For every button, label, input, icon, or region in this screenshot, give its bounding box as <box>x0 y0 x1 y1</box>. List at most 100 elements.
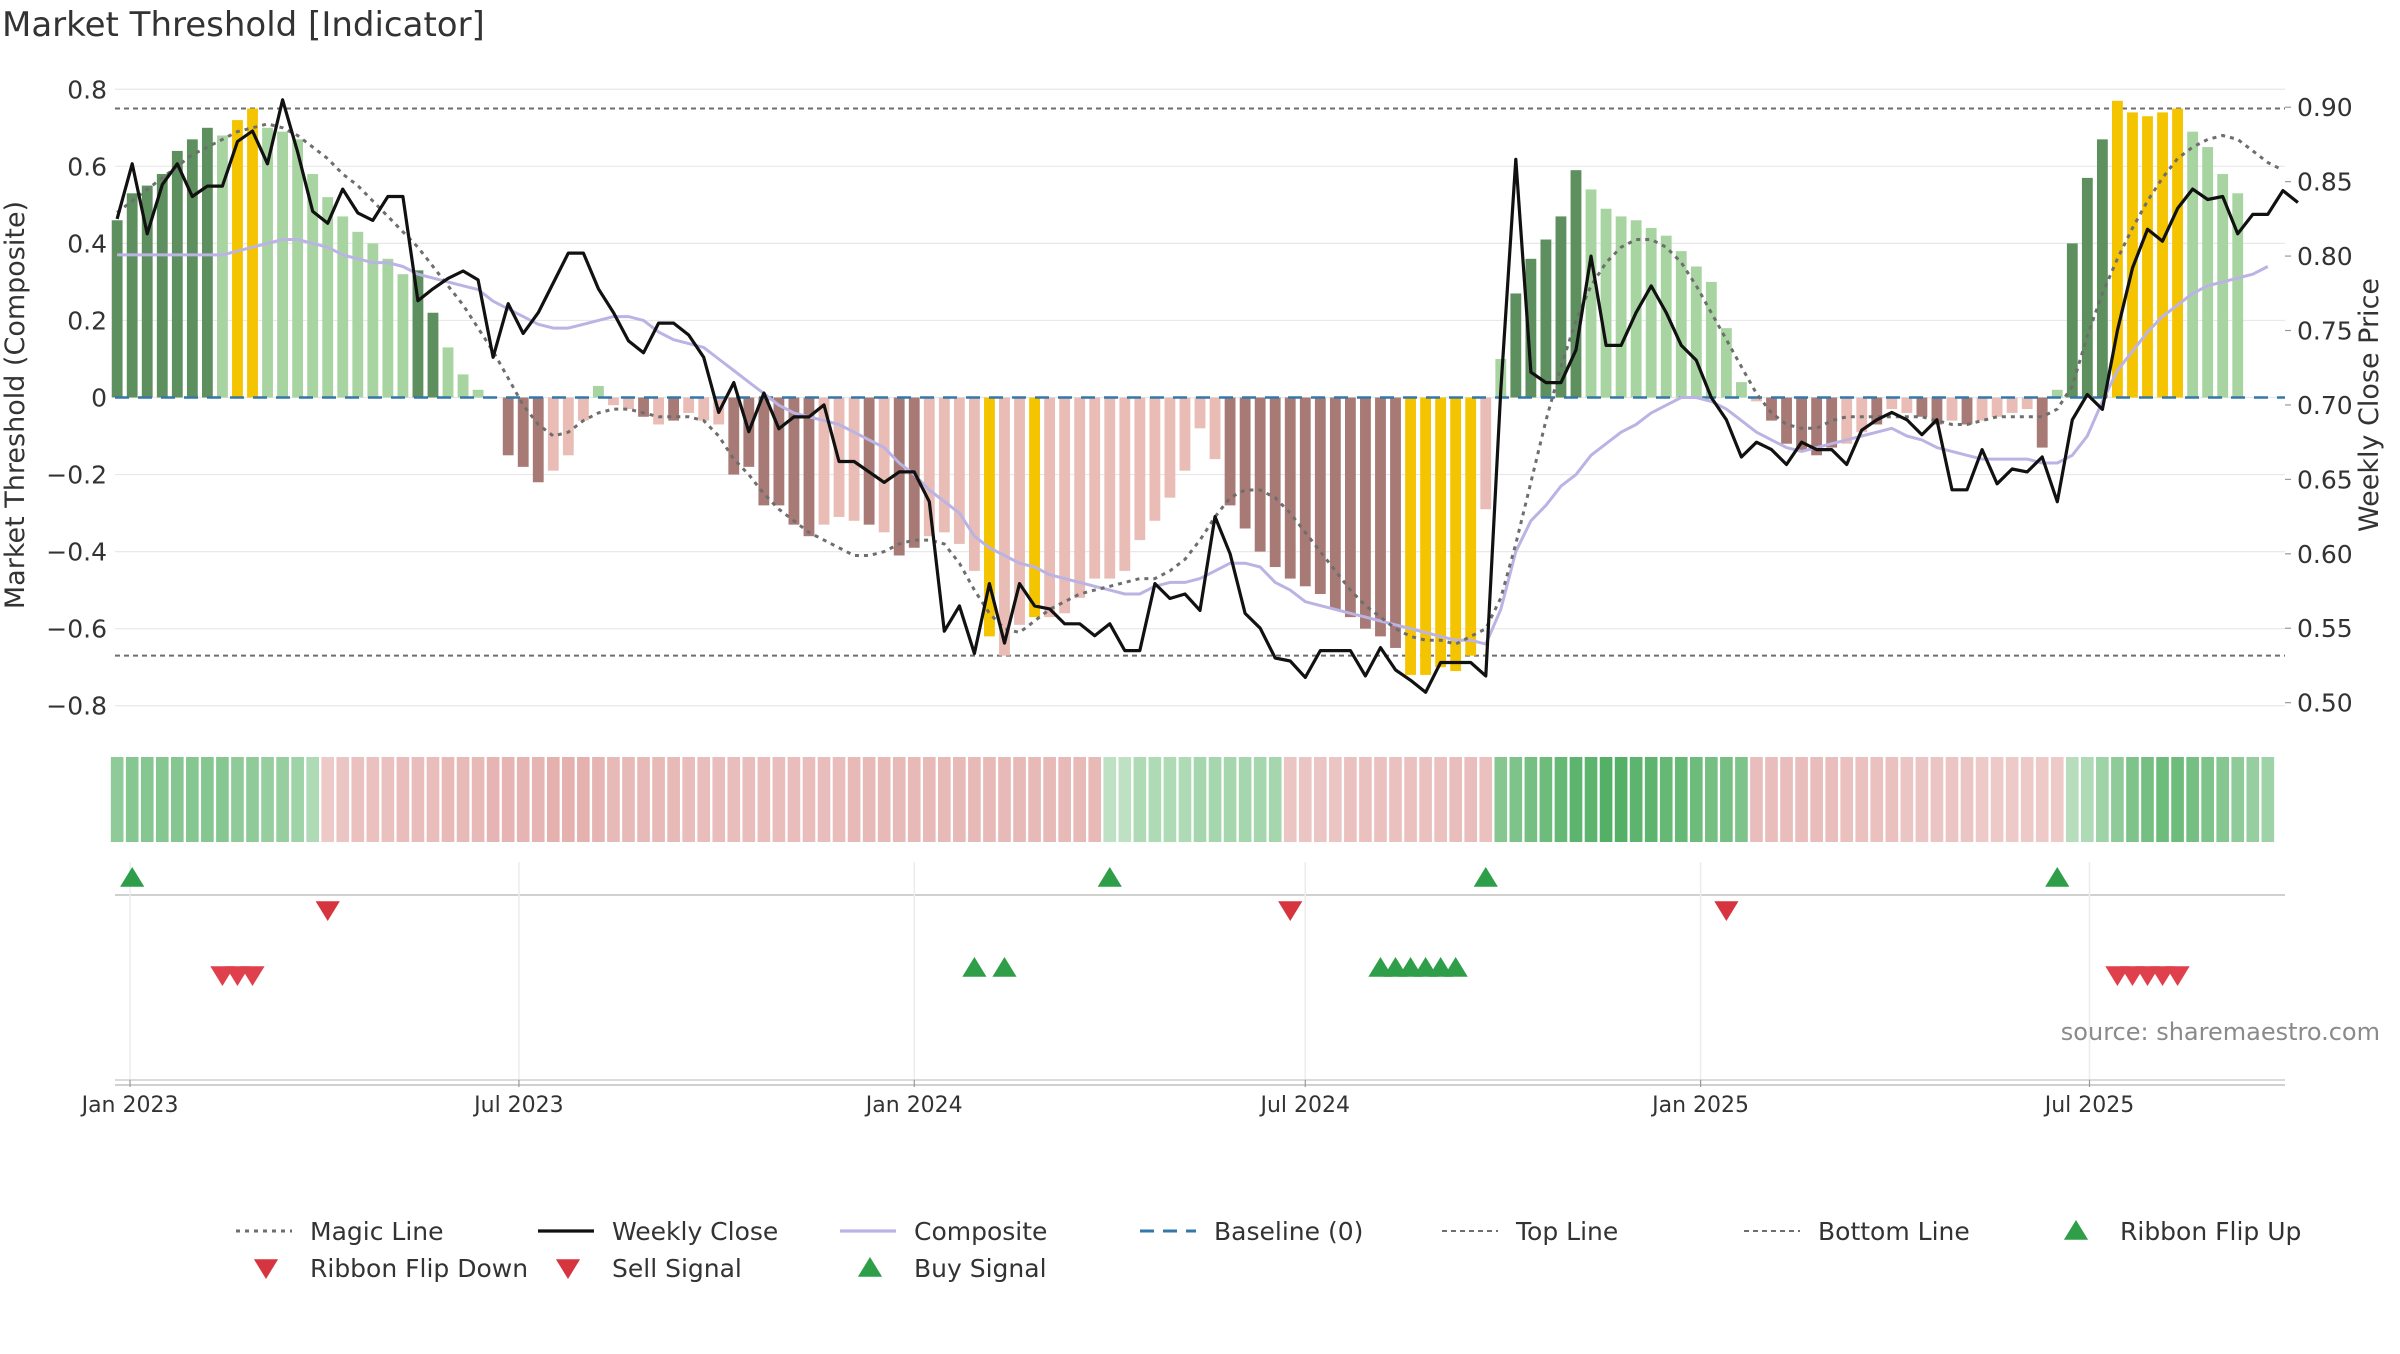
ribbon-cell <box>2261 757 2275 842</box>
legend-swatch <box>555 1259 581 1279</box>
buy-signal-marker <box>992 957 1017 977</box>
composite-bar <box>1149 397 1161 521</box>
ribbon-cell <box>938 757 951 842</box>
ribbon-cell <box>1223 757 1237 842</box>
ribbon-cell <box>170 757 184 842</box>
ribbon-cell <box>592 757 605 842</box>
legend-swatch <box>253 1259 279 1279</box>
composite-bar <box>442 347 454 398</box>
ribbon-cell <box>2171 757 2184 842</box>
ribbon-cell <box>1359 757 1372 842</box>
composite-bar <box>1390 397 1401 648</box>
composite-bar <box>1375 397 1386 637</box>
ribbon-cell <box>2096 757 2109 842</box>
y-tick-label: 0.2 <box>67 306 107 335</box>
ribbon <box>110 757 2275 842</box>
ribbon-cell <box>2005 757 2019 842</box>
composite-bar <box>1901 397 1913 413</box>
composite-bar <box>201 127 213 398</box>
composite-bar <box>412 270 424 398</box>
composite-bar <box>1029 397 1040 618</box>
composite-bar <box>2096 139 2108 398</box>
composite-bar <box>2036 397 2048 448</box>
ribbon-cell <box>1960 757 1974 842</box>
composite-bar <box>1269 397 1281 568</box>
composite-bar <box>773 397 785 506</box>
ribbon-flip-down-marker <box>1714 901 1739 921</box>
composite-bar <box>217 135 228 398</box>
ribbon-cell <box>1464 757 1478 842</box>
ribbon-cell <box>1840 757 1854 842</box>
ribbon-cell <box>1298 757 1312 842</box>
composite-bar <box>577 397 589 421</box>
axes: 0.8 0.6 0.4 0.2 0 −0.2 −0.4 −0.6 −0.8 0.90 0.85 0.8… <box>46 75 2352 720</box>
composite-bar <box>2021 397 2033 410</box>
y2-tick-label: 0.65 <box>2297 465 2353 494</box>
ribbon-cell <box>1900 757 1914 842</box>
composite-bar <box>186 139 198 398</box>
ribbon-cell <box>1584 757 1598 842</box>
y2-tick-label: 0.80 <box>2297 242 2353 271</box>
ribbon-cell <box>2156 757 2169 842</box>
composite-bar <box>367 243 379 398</box>
ribbon-cell <box>1885 757 1899 842</box>
composite-bar <box>2232 193 2244 398</box>
composite-bar <box>1360 397 1371 629</box>
ribbon-cell <box>1404 757 1417 842</box>
composite-bar <box>893 397 905 556</box>
composite-bar <box>1224 397 1236 506</box>
composite-bar <box>1104 397 1116 579</box>
legend-label: Top Line <box>1515 1217 1618 1246</box>
composite-bar <box>1991 397 2003 417</box>
ribbon-cell <box>1344 757 1357 842</box>
composite-bar <box>1525 258 1537 398</box>
ribbon-flip-up-marker <box>120 867 145 887</box>
legend-label: Bottom Line <box>1818 1217 1970 1246</box>
ribbon-cell <box>155 757 169 842</box>
ribbon-cell <box>2126 757 2139 842</box>
ribbon-cell <box>2065 757 2079 842</box>
composite-bar <box>1540 239 1552 398</box>
composite-bar <box>1134 397 1146 541</box>
series-lines <box>115 98 2299 694</box>
legend-swatch <box>2063 1220 2089 1240</box>
composite-bar <box>262 127 273 398</box>
composite-bar <box>1660 235 1672 398</box>
composite-bar <box>1344 397 1356 618</box>
composite-bar <box>863 397 875 525</box>
composite-bar <box>683 397 695 413</box>
composite-bar <box>923 397 935 537</box>
ribbon-cell <box>1735 757 1748 842</box>
ribbon-cell <box>546 757 560 842</box>
x-tick-label: Jan 2025 <box>1650 1093 1749 1118</box>
composite-bar <box>1916 397 1928 417</box>
legend-item: Composite <box>840 1217 1047 1246</box>
composite-bar <box>1465 397 1477 656</box>
ribbon-cell <box>1780 757 1793 842</box>
ribbon-cell <box>727 757 741 842</box>
composite-bar <box>1044 397 1056 618</box>
ribbon-cell <box>456 757 470 842</box>
composite-bar <box>999 397 1010 656</box>
ribbon-cell <box>366 757 380 842</box>
ribbon-cell <box>1720 757 1733 842</box>
composite-bar <box>232 120 243 398</box>
y2-tick-label: 0.70 <box>2297 391 2353 420</box>
composite-bar <box>653 397 664 425</box>
ribbon-cell <box>953 757 966 842</box>
composite-bar <box>322 197 334 398</box>
ribbon-cell <box>1268 757 1282 842</box>
ribbon-cell <box>577 757 590 842</box>
ribbon-cell <box>742 757 756 842</box>
ribbon-cell <box>1314 757 1327 842</box>
ribbon-cell <box>847 757 861 842</box>
composite-bar <box>1480 397 1492 510</box>
composite-bar <box>1751 397 1762 402</box>
ribbon-cell <box>652 757 665 842</box>
composite-bar <box>1089 397 1101 579</box>
y-tick-label: 0.6 <box>67 152 107 181</box>
ribbon-cell <box>1629 757 1643 842</box>
composite-bar <box>1119 397 1131 571</box>
y2-tick-label: 0.55 <box>2297 614 2353 643</box>
composite-bar <box>1720 328 1732 398</box>
